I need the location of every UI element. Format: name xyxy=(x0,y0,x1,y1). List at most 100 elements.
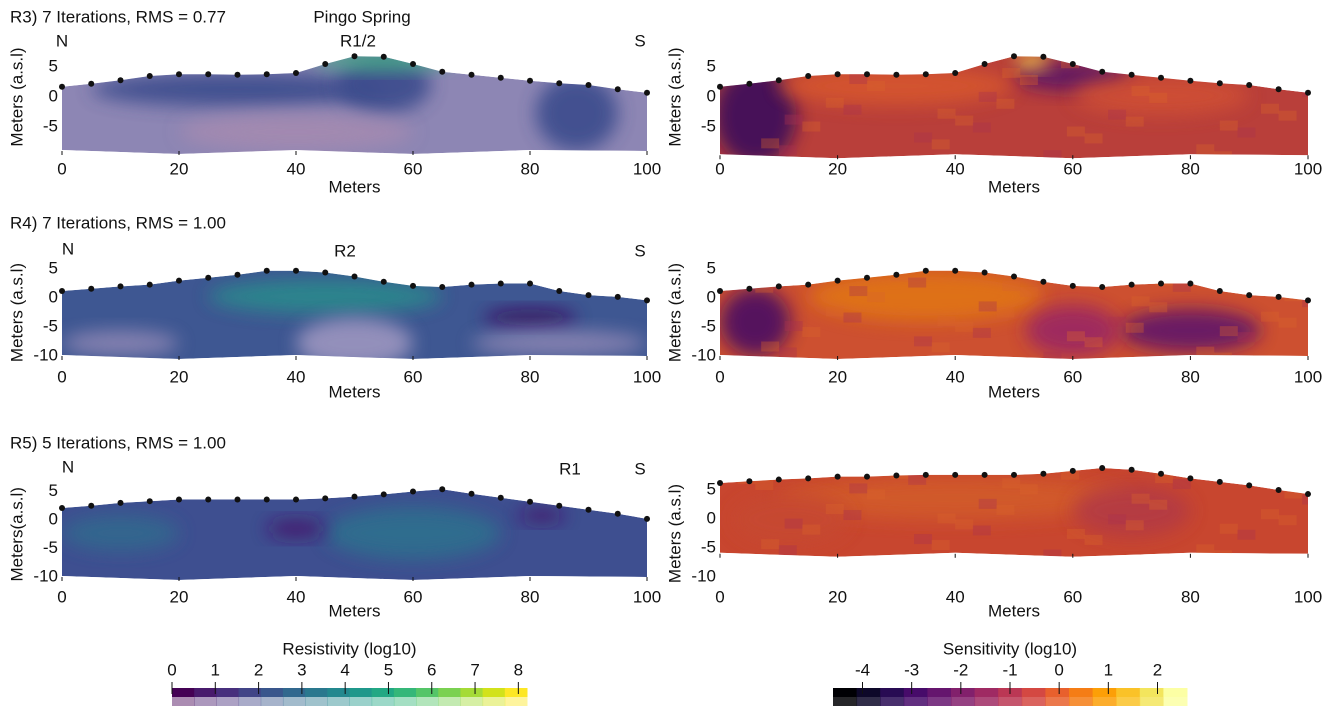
electrode xyxy=(746,285,753,292)
cell xyxy=(1108,316,1127,327)
cell xyxy=(867,80,885,91)
electrode xyxy=(922,267,929,274)
annotation: S xyxy=(634,241,645,260)
x-tick-label: 40 xyxy=(287,587,306,606)
cell xyxy=(1149,92,1168,103)
electrode xyxy=(864,274,870,281)
colorbar-swatch xyxy=(880,697,905,706)
electrode xyxy=(351,273,358,280)
annotation: Pingo Spring xyxy=(313,7,410,26)
cell xyxy=(937,315,956,326)
x-tick-label: 100 xyxy=(633,587,661,606)
electrode xyxy=(1158,280,1164,287)
electrode xyxy=(585,82,592,88)
colorbar-label: Sensitivity (log10) xyxy=(943,639,1077,658)
cell xyxy=(914,534,933,545)
cell xyxy=(755,70,774,81)
cell xyxy=(890,271,909,282)
cell xyxy=(737,276,756,287)
field-blob xyxy=(325,506,501,560)
colorbar-swatch xyxy=(927,697,952,706)
y-tick-label: 5 xyxy=(49,258,58,277)
electrode xyxy=(1216,478,1223,485)
colorbar-tick-label: -3 xyxy=(904,660,919,679)
cell xyxy=(849,74,868,85)
electrode xyxy=(1305,297,1311,304)
y-axis-label: Meters (a.s.l) xyxy=(665,263,684,362)
field-blob xyxy=(296,317,413,359)
colorbar-swatch xyxy=(416,688,439,697)
cell xyxy=(1260,103,1279,114)
colorbar-swatch xyxy=(1116,688,1141,697)
colorbar-swatch xyxy=(927,688,952,697)
field-blob xyxy=(266,519,326,538)
colorbar-tick-label: -1 xyxy=(1002,660,1017,679)
electrode xyxy=(293,70,299,76)
electrode xyxy=(263,496,270,503)
electrode xyxy=(263,267,270,274)
electrode xyxy=(952,70,959,76)
electrode xyxy=(644,297,650,304)
electrode xyxy=(775,283,782,290)
field-blob xyxy=(1025,304,1120,356)
x-tick-label: 80 xyxy=(521,159,540,178)
electrode xyxy=(146,498,153,505)
electrode xyxy=(952,267,959,274)
cell xyxy=(955,321,974,332)
x-axis-label: Meters xyxy=(329,601,381,620)
colorbar-swatch xyxy=(238,697,262,706)
section xyxy=(62,56,647,155)
cell xyxy=(1149,302,1168,313)
electrode xyxy=(864,71,870,78)
colorbar-tick-label: -4 xyxy=(855,660,870,679)
colorbar-swatch xyxy=(1045,697,1070,706)
section xyxy=(62,489,647,580)
cell xyxy=(1084,133,1103,144)
electrode xyxy=(410,282,416,289)
colorbar-tick-label: 2 xyxy=(1153,660,1162,679)
x-tick-label: 60 xyxy=(404,587,423,606)
cell xyxy=(1002,478,1021,489)
colorbar-swatch xyxy=(1116,697,1141,706)
electrode xyxy=(805,475,812,482)
cell xyxy=(761,539,780,550)
colorbar-swatch xyxy=(903,688,928,697)
cell xyxy=(1302,86,1308,97)
electrode xyxy=(717,83,723,90)
cell xyxy=(867,292,885,303)
electrode xyxy=(117,77,124,84)
cell xyxy=(1278,317,1297,328)
x-tick-label: 40 xyxy=(946,587,965,606)
electrode xyxy=(1128,71,1135,78)
x-tick-label: 0 xyxy=(57,367,66,386)
cell xyxy=(978,91,997,102)
section xyxy=(720,56,1308,159)
colorbar-label: Resistivity (log10) xyxy=(282,639,416,658)
electrode xyxy=(1128,466,1135,473)
x-tick-label: 100 xyxy=(1294,587,1322,606)
electrode xyxy=(263,71,270,78)
electrode xyxy=(1099,283,1106,290)
electrode xyxy=(176,277,182,284)
cell xyxy=(1219,326,1238,337)
cell xyxy=(843,510,862,521)
electrode xyxy=(746,80,753,87)
electrode xyxy=(293,496,299,503)
cell xyxy=(802,121,821,132)
electrode xyxy=(952,471,959,478)
x-tick-label: 40 xyxy=(946,159,965,178)
y-tick-label: -10 xyxy=(33,566,58,585)
colorbar-swatch xyxy=(482,688,506,697)
colorbar-tick-label: 5 xyxy=(384,660,393,679)
electrode xyxy=(1187,77,1194,84)
y-tick-label: -10 xyxy=(691,345,716,364)
field-blob xyxy=(1119,309,1261,352)
field-blob xyxy=(518,508,566,523)
field-blob xyxy=(62,330,179,356)
electrode xyxy=(117,283,124,290)
colorbar-swatch xyxy=(327,688,350,697)
x-tick-label: 20 xyxy=(170,587,189,606)
cell xyxy=(1155,62,1174,73)
x-tick-label: 0 xyxy=(57,587,66,606)
electrode xyxy=(556,288,563,295)
